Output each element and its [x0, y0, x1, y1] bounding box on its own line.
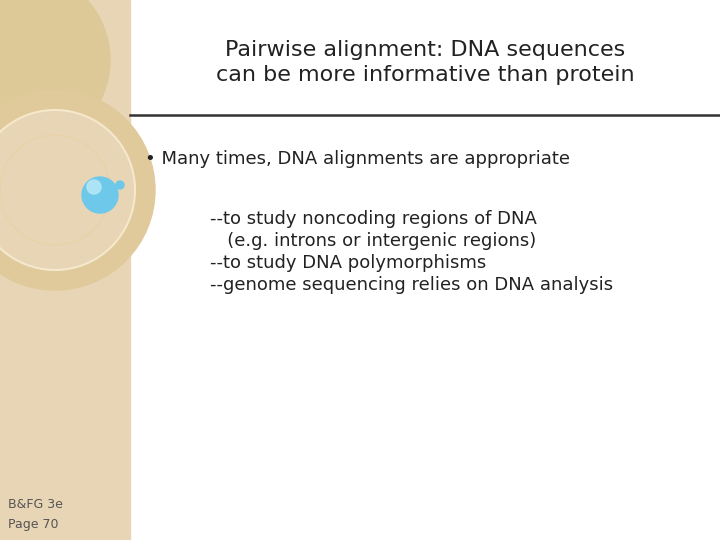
Bar: [0, 0, 130, 540]
Text: Pairwise alignment: DNA sequences
can be more informative than protein: Pairwise alignment: DNA sequences can be…: [216, 40, 634, 85]
Circle shape: [87, 180, 101, 194]
Circle shape: [0, 90, 155, 290]
Circle shape: [116, 181, 124, 189]
Text: • Many times, DNA alignments are appropriate: • Many times, DNA alignments are appropr…: [145, 150, 570, 168]
Text: (e.g. introns or intergenic regions): (e.g. introns or intergenic regions): [210, 232, 536, 250]
Text: --genome sequencing relies on DNA analysis: --genome sequencing relies on DNA analys…: [210, 276, 613, 294]
Circle shape: [0, 110, 135, 270]
Circle shape: [0, 0, 110, 150]
Text: B&FG 3e: B&FG 3e: [8, 498, 63, 511]
Circle shape: [82, 177, 118, 213]
Text: --to study DNA polymorphisms: --to study DNA polymorphisms: [210, 254, 487, 272]
Text: Page 70: Page 70: [8, 518, 58, 531]
Text: --to study noncoding regions of DNA: --to study noncoding regions of DNA: [210, 210, 537, 228]
